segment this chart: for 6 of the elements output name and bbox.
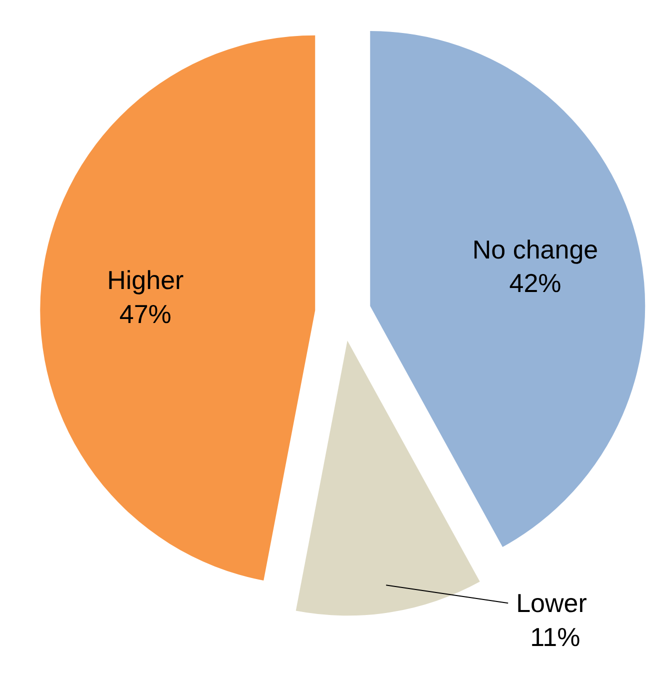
slice-label: Higher bbox=[107, 265, 184, 296]
data-label: 42% bbox=[509, 268, 562, 298]
slice-label: Lower bbox=[516, 588, 588, 618]
data-label: 11% bbox=[530, 622, 580, 652]
slice-label: No change bbox=[472, 234, 598, 264]
data-label: 47% bbox=[119, 298, 172, 329]
